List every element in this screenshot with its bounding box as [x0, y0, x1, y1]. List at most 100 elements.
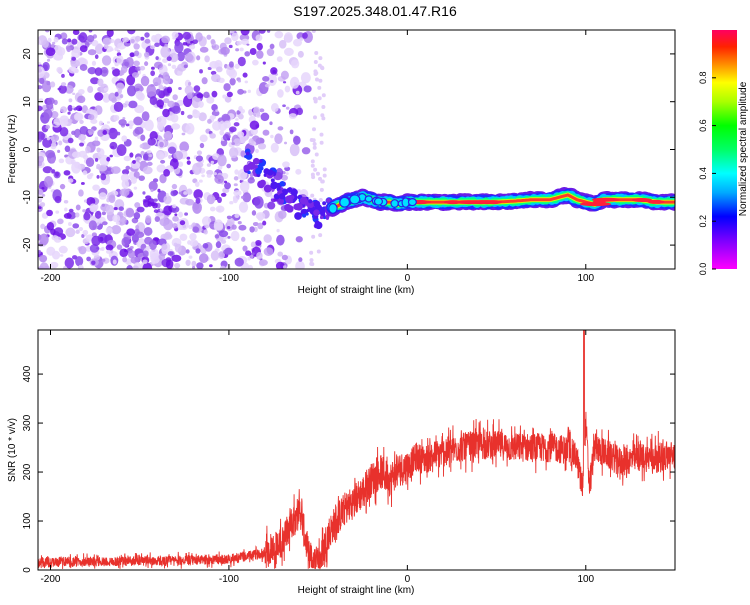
- noise-blob: [148, 180, 158, 192]
- noise-blob: [213, 222, 224, 231]
- noise-blob: [184, 85, 194, 95]
- signal-blob: [245, 151, 250, 156]
- noise-blob: [102, 93, 111, 103]
- noise-blob: [79, 63, 88, 71]
- noise-blob: [321, 104, 326, 109]
- noise-blob: [102, 221, 108, 226]
- noise-blob: [144, 236, 153, 245]
- noise-blob: [100, 66, 109, 77]
- noise-blob: [114, 46, 119, 52]
- noise-blob: [172, 204, 177, 209]
- noise-blob: [53, 117, 63, 126]
- noise-blob: [94, 136, 99, 141]
- noise-blob: [206, 96, 215, 104]
- noise-blob: [134, 126, 144, 135]
- noise-blob: [54, 171, 60, 177]
- noise-blob: [142, 262, 153, 269]
- signal-blob: [314, 202, 319, 207]
- signal-blob: [328, 203, 338, 214]
- noise-blob: [173, 150, 184, 161]
- signal-blob: [279, 180, 286, 187]
- noise-blob: [201, 174, 205, 178]
- noise-blob: [270, 79, 274, 83]
- noise-blob: [172, 215, 179, 222]
- noise-blob: [276, 56, 283, 62]
- noise-blob: [201, 216, 212, 227]
- noise-blob: [302, 32, 308, 39]
- noise-blob: [270, 134, 274, 139]
- noise-blob: [167, 63, 172, 67]
- noise-blob: [94, 92, 104, 101]
- noise-blob: [321, 93, 326, 98]
- noise-blob: [160, 159, 166, 164]
- noise-blob: [68, 178, 74, 183]
- noise-blob: [168, 154, 172, 159]
- noise-blob: [111, 66, 116, 70]
- noise-blob: [295, 90, 300, 95]
- noise-blob: [162, 76, 171, 85]
- noise-blob: [199, 142, 205, 149]
- noise-blob: [229, 200, 234, 205]
- noise-blob: [72, 30, 80, 36]
- noise-blob: [135, 87, 140, 92]
- noise-blob: [63, 212, 72, 219]
- spectrogram-y-tick-label: 20: [22, 48, 33, 60]
- noise-blob: [284, 47, 294, 57]
- noise-blob: [249, 120, 260, 130]
- noise-blob: [159, 217, 168, 227]
- noise-blob: [88, 220, 97, 231]
- noise-blob: [116, 144, 127, 156]
- noise-blob: [311, 30, 316, 34]
- noise-blob: [64, 207, 68, 212]
- noise-blob: [127, 120, 135, 127]
- noise-blob: [154, 216, 161, 223]
- noise-blob: [51, 169, 56, 174]
- spectrogram-x-tick-label: -100: [219, 273, 239, 284]
- noise-blob: [253, 106, 261, 115]
- noise-blob: [38, 62, 42, 65]
- noise-blob: [167, 146, 177, 154]
- noise-blob: [224, 180, 228, 184]
- noise-blob: [206, 194, 216, 205]
- signal-blob: [307, 201, 314, 209]
- noise-blob: [181, 132, 186, 136]
- signal-blob: [252, 157, 260, 165]
- noise-blob: [174, 243, 182, 253]
- noise-blob: [60, 119, 68, 128]
- spectrogram-x-label: Height of straight line (km): [298, 285, 415, 296]
- noise-blob: [164, 43, 169, 48]
- noise-blob: [63, 265, 68, 269]
- noise-blob: [143, 51, 150, 58]
- noise-blob: [133, 186, 138, 190]
- noise-blob: [239, 47, 244, 52]
- noise-blob: [309, 137, 314, 142]
- colorbar: 0.0 0.2 0.4 0.6 0.8 Normalized spectral ampl…: [698, 30, 749, 275]
- noise-blob: [82, 170, 88, 176]
- noise-blob: [45, 47, 56, 57]
- noise-blob: [237, 220, 242, 225]
- noise-blob: [172, 94, 178, 101]
- noise-blob: [156, 164, 166, 173]
- noise-blob: [119, 69, 125, 76]
- noise-blob: [40, 223, 46, 230]
- noise-blob: [81, 233, 85, 238]
- signal-peak: [631, 198, 653, 203]
- noise-blob: [220, 46, 230, 55]
- noise-blob: [312, 96, 317, 101]
- noise-blob: [284, 32, 293, 43]
- signal-blob: [258, 159, 263, 163]
- snr-panel: -200 -100 0 100 0 100 200 300 400 Height of str…: [7, 329, 676, 596]
- noise-blob: [133, 116, 143, 126]
- noise-blob: [46, 221, 55, 231]
- noise-blob: [277, 89, 284, 98]
- noise-blob: [101, 55, 112, 66]
- noise-blob: [68, 208, 74, 213]
- noise-blob: [140, 134, 146, 142]
- noise-blob: [153, 61, 163, 69]
- noise-blob: [79, 125, 89, 136]
- noise-blob: [79, 45, 88, 53]
- noise-blob: [45, 124, 50, 130]
- signal-blob: [302, 213, 307, 218]
- noise-blob: [157, 188, 161, 193]
